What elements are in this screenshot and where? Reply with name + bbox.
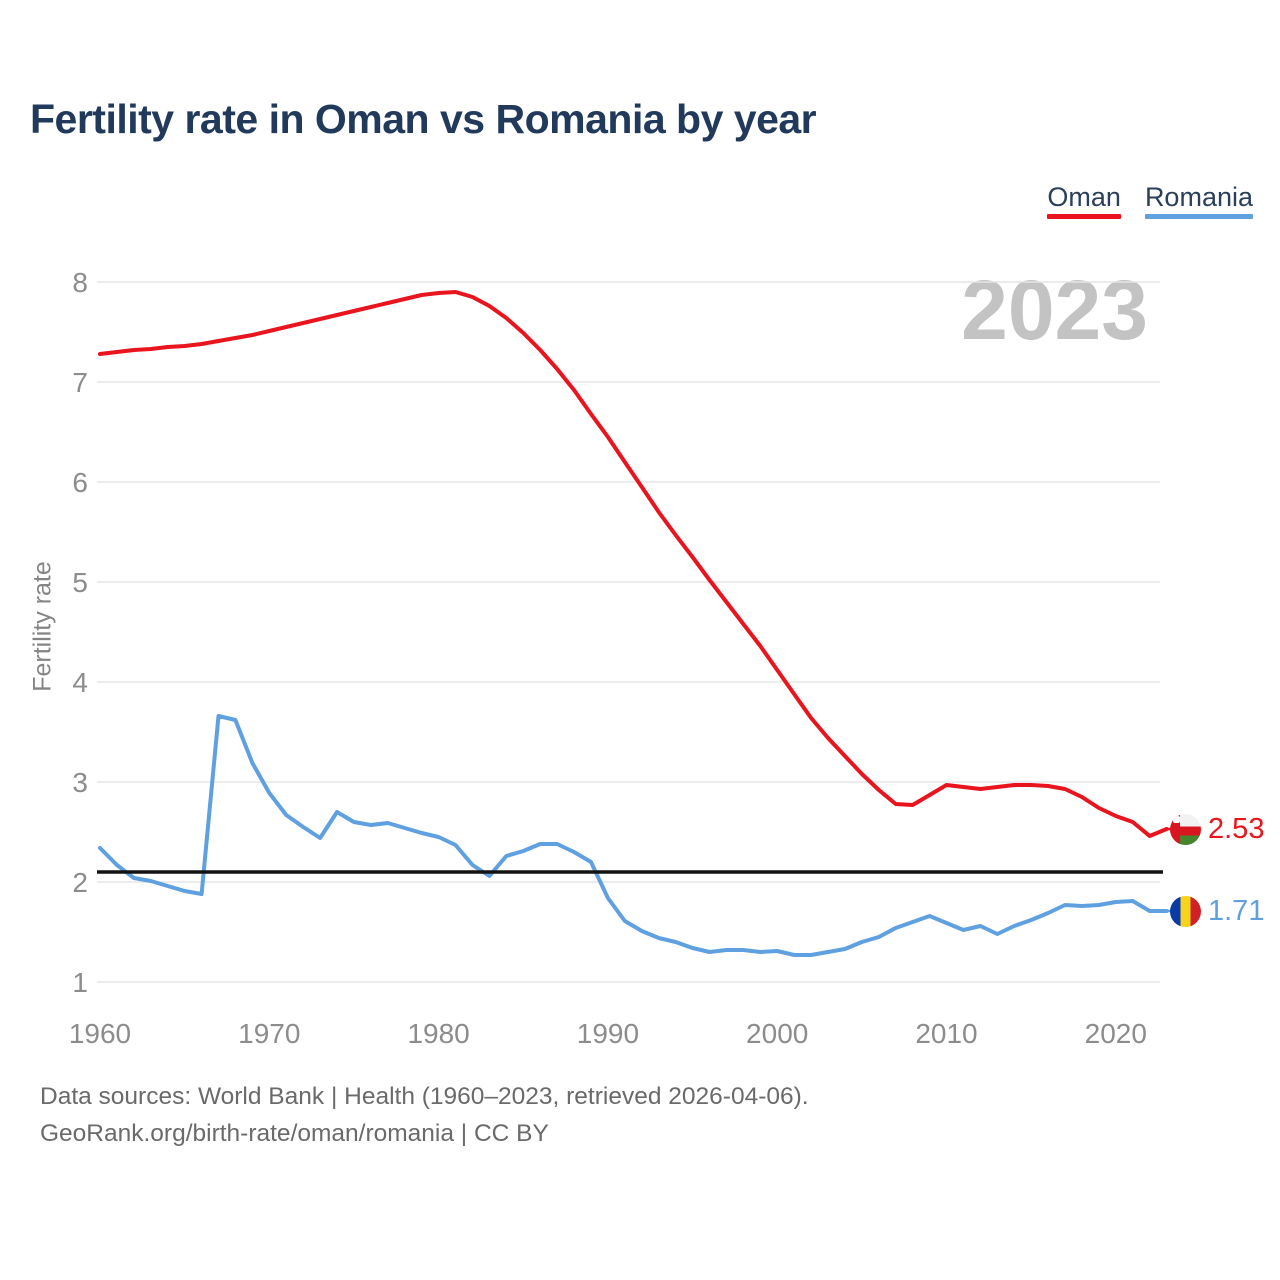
series-line-oman — [98, 290, 1169, 838]
y-tick-label: 1 — [72, 967, 88, 998]
y-tick-label: 3 — [72, 767, 88, 798]
y-tick-label: 4 — [72, 667, 88, 698]
x-tick-label: 2020 — [1085, 1018, 1147, 1049]
romania-flag-icon — [1170, 895, 1201, 927]
legend-swatch-oman — [1047, 214, 1121, 219]
legend-label-oman[interactable]: Oman — [1047, 182, 1121, 212]
legend-label-romania[interactable]: Romania — [1144, 182, 1253, 212]
end-value-oman: 2.53 — [1208, 812, 1265, 845]
x-tick-label: 1970 — [238, 1018, 300, 1049]
end-label-oman: 2.53 — [1170, 812, 1265, 845]
legend-item-oman[interactable]: Oman — [1047, 183, 1121, 219]
y-tick-label: 2 — [72, 867, 88, 898]
attribution-note: GeoRank.org/birth-rate/oman/romania | CC… — [40, 1120, 549, 1147]
footer: Data sources: World Bank | Health (1960–… — [40, 1078, 809, 1152]
x-tick-label: 2000 — [746, 1018, 808, 1049]
x-tick-label: 1960 — [69, 1018, 131, 1049]
data-sources-note: Data sources: World Bank | Health (1960–… — [40, 1083, 809, 1110]
legend-item-romania[interactable]: Romania — [1144, 182, 1253, 219]
y-tick-label: 5 — [72, 567, 88, 598]
end-label-romania: 1.71 — [1170, 894, 1265, 927]
x-tick-label: 1980 — [407, 1018, 469, 1049]
legend-swatch-romania — [1144, 214, 1253, 219]
x-tick-label: 2010 — [915, 1018, 977, 1049]
series-line-romania — [98, 714, 1169, 957]
y-tick-label: 7 — [72, 367, 88, 398]
oman-flag-icon — [1170, 813, 1201, 845]
y-tick-label: 8 — [72, 267, 88, 298]
y-tick-label: 6 — [72, 467, 88, 498]
legend: Oman Romania — [1047, 183, 1253, 219]
end-value-romania: 1.71 — [1208, 894, 1265, 927]
x-tick-label: 1990 — [577, 1018, 639, 1049]
chart-title: Fertility rate in Oman vs Romania by yea… — [30, 96, 817, 142]
